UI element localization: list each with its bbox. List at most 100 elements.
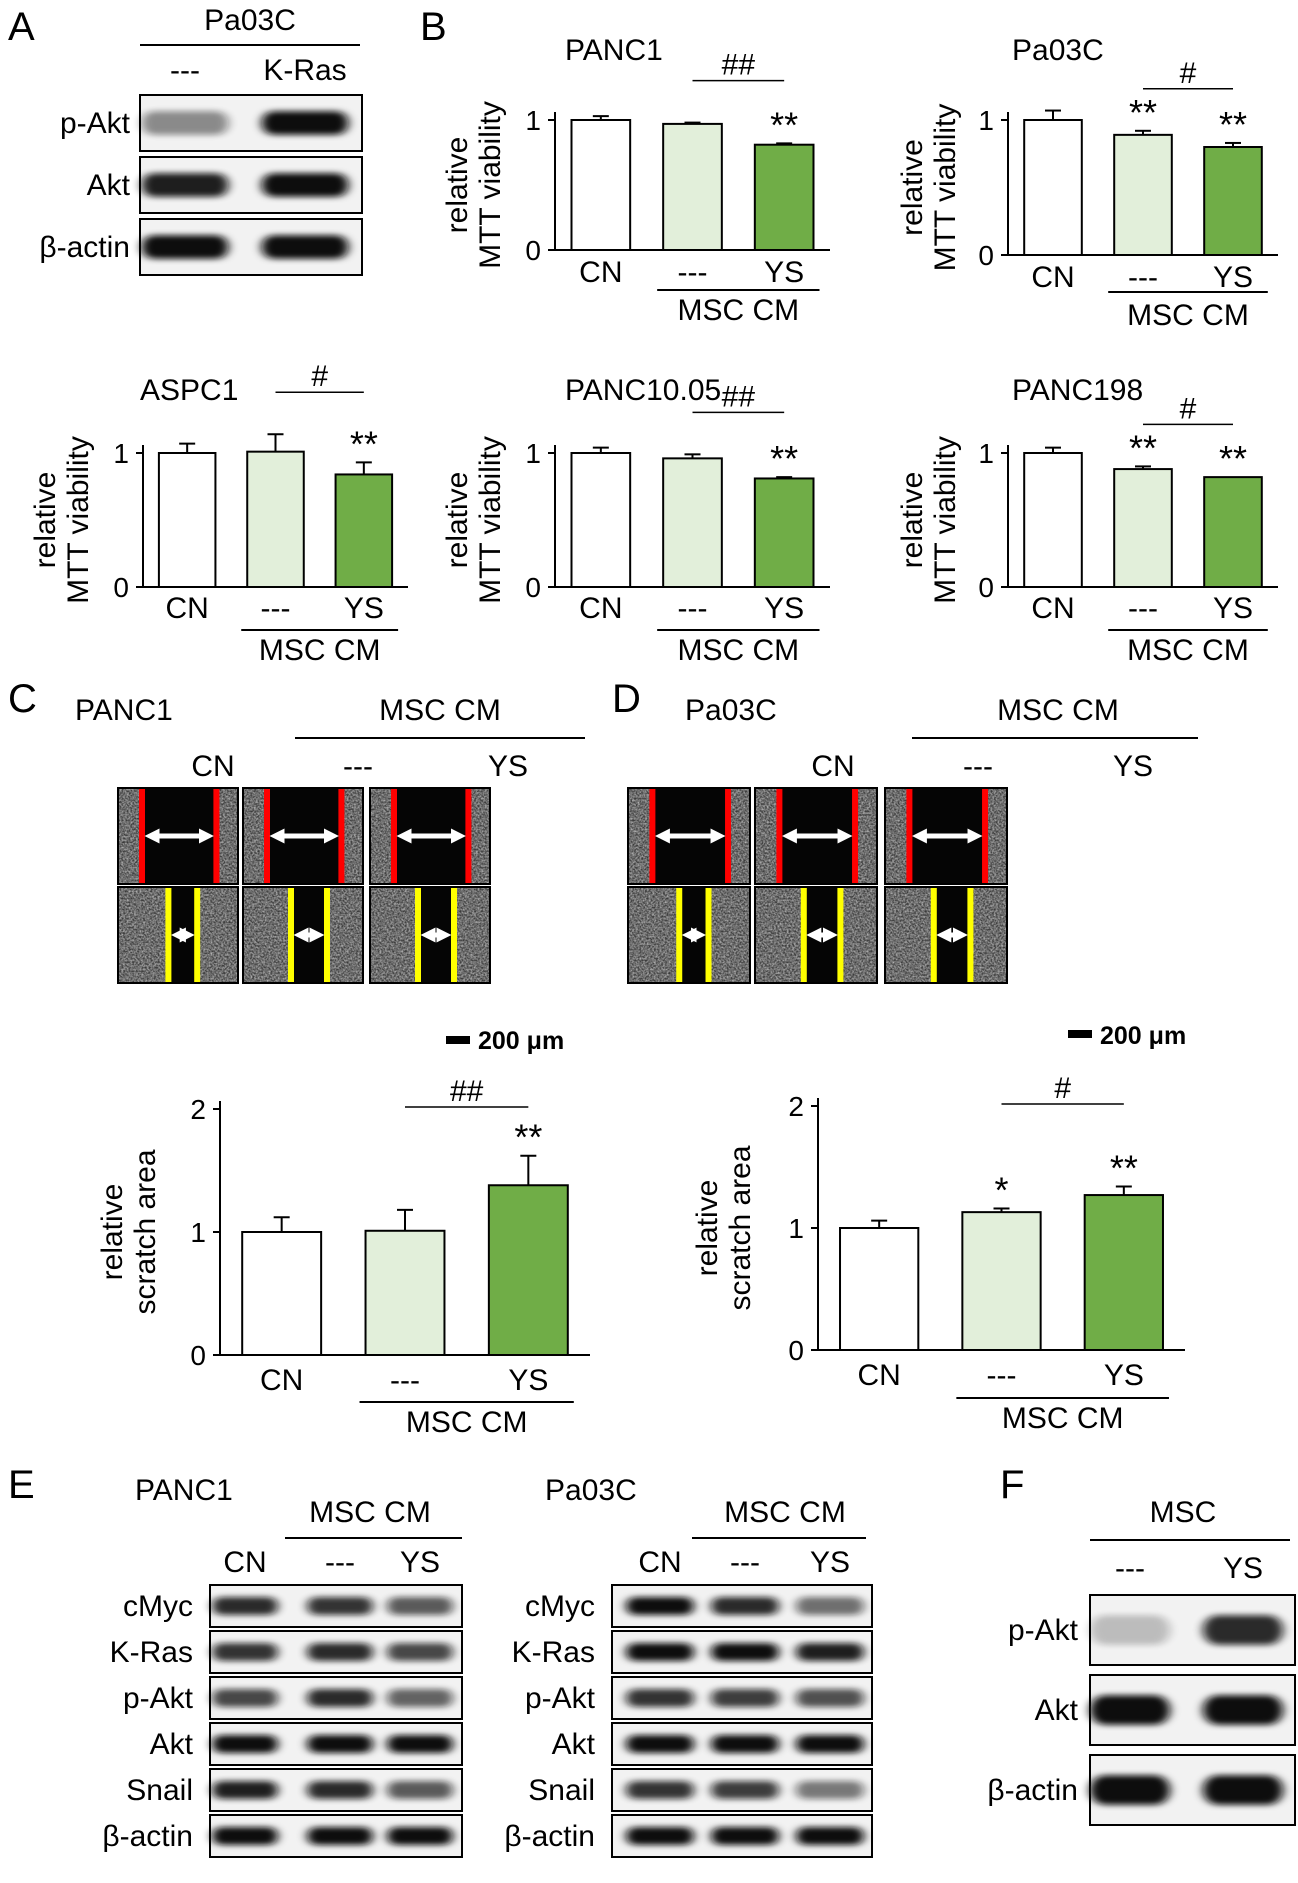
image-frame xyxy=(754,886,878,984)
scratch-image-c xyxy=(242,787,364,885)
image-frame xyxy=(117,886,239,984)
panel-d-scale-bar xyxy=(1068,1030,1092,1038)
bar xyxy=(1023,119,1083,256)
blot-row-e-pa03c: Akt xyxy=(552,1722,873,1766)
category-label: YS xyxy=(764,592,804,625)
protein-band xyxy=(307,1827,373,1845)
category-label: --- xyxy=(1128,261,1158,294)
blot-row-label: K-Ras xyxy=(110,1636,193,1669)
blot-row-label: β-actin xyxy=(504,1820,595,1853)
bar xyxy=(662,122,723,251)
panel-e-lane-label: CN xyxy=(223,1546,266,1579)
significance-marker: ** xyxy=(514,1117,542,1158)
category-label: --- xyxy=(390,1364,420,1397)
chart-title: PANC1 xyxy=(565,34,663,67)
panel-a-header: Pa03C --- K-Ras xyxy=(140,4,360,87)
scratch-edge-line xyxy=(324,887,330,983)
blot-row-label: Snail xyxy=(528,1774,595,1807)
scratch-edge-line xyxy=(213,788,220,884)
y-axis-label-line: MTT viability xyxy=(929,104,962,272)
category-label: --- xyxy=(987,1359,1017,1392)
y-axis-label-line: relative xyxy=(691,1180,724,1277)
scratch-edge-line xyxy=(415,887,421,983)
panel-letter-e: E xyxy=(8,1463,35,1507)
blot-row-label: β-actin xyxy=(987,1774,1078,1807)
y-axis-label-line: MTT viability xyxy=(62,436,95,604)
y-tick-label: 0 xyxy=(978,240,994,271)
significance-marker: ** xyxy=(770,104,798,145)
panel-letter-c: C xyxy=(8,677,37,721)
category-label: CN xyxy=(165,592,208,625)
panel-f-header: MSC --- YS xyxy=(1090,1496,1290,1585)
y-tick-label: 0 xyxy=(525,235,541,266)
significance-marker: * xyxy=(994,1169,1008,1210)
y-axis-label: relativescratch area xyxy=(96,1149,162,1314)
blot-row-e-panc1: Akt xyxy=(150,1722,463,1766)
group-label: MSC CM xyxy=(406,1406,528,1439)
panel-e-lane-label: YS xyxy=(400,1546,440,1579)
scratch-edge-line xyxy=(967,887,974,983)
y-tick-label: 1 xyxy=(978,438,994,469)
scratch-edge-line xyxy=(288,887,294,983)
panel-e-header-pa03c: Pa03C MSC CM CN --- YS xyxy=(545,1474,866,1579)
bar-chart-2: ASPC1 0 1 relativeMTT viability CN --- YS ** MSC… xyxy=(29,360,408,667)
protein-band xyxy=(307,1735,373,1753)
image-frame xyxy=(754,787,878,885)
significance-marker: ** xyxy=(350,423,378,464)
blot-row-a: p-Akt xyxy=(60,94,363,152)
protein-band xyxy=(796,1781,864,1799)
panel-e-lane-label: --- xyxy=(325,1546,355,1579)
y-axis-label-line: MTT viability xyxy=(474,436,507,604)
image-frame xyxy=(884,886,1008,984)
blot-row-f: p-Akt xyxy=(1008,1594,1296,1666)
category-label: CN xyxy=(260,1364,303,1397)
blot-row-e-pa03c: Snail xyxy=(528,1768,873,1812)
y-tick-label: 2 xyxy=(788,1091,804,1122)
bar-chart-5: 0 1 2 relativescratch area CN --- YS ** MSC CM ## xyxy=(96,1075,590,1439)
panel-a-lane-label: --- xyxy=(170,54,200,87)
bar xyxy=(839,1227,920,1351)
comparison-marker: # xyxy=(1180,57,1197,90)
comparison-marker: ## xyxy=(722,49,756,82)
panel-d-condition-label: CN xyxy=(811,750,854,783)
blot-row-label: β-actin xyxy=(102,1820,193,1853)
protein-band xyxy=(212,1827,278,1845)
scratch-edge-line xyxy=(264,788,270,884)
category-label: YS xyxy=(1213,592,1253,625)
category-label: YS xyxy=(344,592,384,625)
protein-band xyxy=(212,1781,278,1799)
comparison-marker: # xyxy=(1054,1072,1071,1105)
y-axis-label: relativeMTT viability xyxy=(896,104,962,272)
panel-e-cell-line: PANC1 xyxy=(135,1474,233,1507)
y-axis-label-line: scratch area xyxy=(129,1149,162,1314)
panel-c-condition-label: --- xyxy=(343,750,373,783)
protein-band xyxy=(796,1643,864,1661)
panel-e-header-panc1: PANC1 MSC CM CN --- YS xyxy=(135,1474,462,1579)
chart-title: Pa03C xyxy=(1012,34,1104,67)
significance-marker: ** xyxy=(1219,438,1247,479)
image-frame xyxy=(369,886,491,984)
blot-row-label: K-Ras xyxy=(512,1636,595,1669)
panel-d-group-label: MSC CM xyxy=(997,694,1119,727)
scratch-edge-line xyxy=(906,788,913,884)
protein-band xyxy=(796,1689,864,1707)
blot-row-label: Akt xyxy=(552,1728,596,1761)
chart-title: PANC10.05 xyxy=(565,374,721,407)
comparison-marker: ## xyxy=(722,380,756,413)
scratch-edge-line xyxy=(165,887,172,983)
protein-band xyxy=(711,1689,779,1707)
scratch-image-d xyxy=(754,886,878,984)
bar xyxy=(246,450,305,588)
panel-d-condition-label: YS xyxy=(1113,750,1153,783)
scratch-image-c xyxy=(117,787,239,885)
panel-f-cell-line: MSC xyxy=(1150,1496,1217,1529)
blot-row-e-pa03c: K-Ras xyxy=(512,1630,873,1674)
y-axis-label: relativeMTT viability xyxy=(441,436,507,604)
protein-band xyxy=(711,1827,779,1845)
y-axis-label-line: scratch area xyxy=(724,1145,757,1310)
y-axis-label-line: relative xyxy=(896,472,929,569)
scratch-image-d xyxy=(627,787,751,885)
significance-marker: ** xyxy=(1129,427,1157,468)
group-label: MSC CM xyxy=(1127,299,1249,332)
